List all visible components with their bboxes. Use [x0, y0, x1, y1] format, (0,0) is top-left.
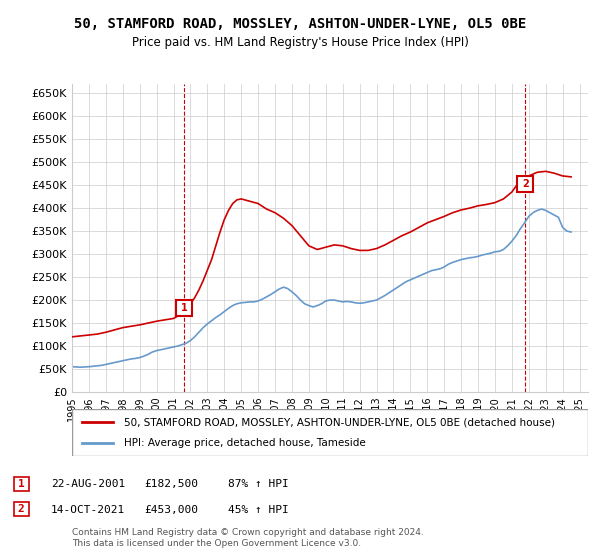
Text: 87% ↑ HPI: 87% ↑ HPI — [228, 479, 289, 489]
Text: HPI: Average price, detached house, Tameside: HPI: Average price, detached house, Tame… — [124, 438, 365, 448]
Text: £182,500: £182,500 — [144, 479, 198, 489]
Text: 14-OCT-2021: 14-OCT-2021 — [51, 505, 125, 515]
Text: 50, STAMFORD ROAD, MOSSLEY, ASHTON-UNDER-LYNE, OL5 0BE (detached house): 50, STAMFORD ROAD, MOSSLEY, ASHTON-UNDER… — [124, 417, 554, 427]
Text: 1: 1 — [17, 479, 25, 489]
Text: 50, STAMFORD ROAD, MOSSLEY, ASHTON-UNDER-LYNE, OL5 0BE: 50, STAMFORD ROAD, MOSSLEY, ASHTON-UNDER… — [74, 17, 526, 31]
Text: Contains HM Land Registry data © Crown copyright and database right 2024.
This d: Contains HM Land Registry data © Crown c… — [72, 528, 424, 548]
FancyBboxPatch shape — [72, 409, 588, 456]
Text: 2: 2 — [17, 504, 25, 514]
Text: 1: 1 — [181, 303, 188, 313]
Text: 22-AUG-2001: 22-AUG-2001 — [51, 479, 125, 489]
Text: 45% ↑ HPI: 45% ↑ HPI — [228, 505, 289, 515]
Text: Price paid vs. HM Land Registry's House Price Index (HPI): Price paid vs. HM Land Registry's House … — [131, 36, 469, 49]
Text: 2: 2 — [522, 179, 529, 189]
Text: £453,000: £453,000 — [144, 505, 198, 515]
